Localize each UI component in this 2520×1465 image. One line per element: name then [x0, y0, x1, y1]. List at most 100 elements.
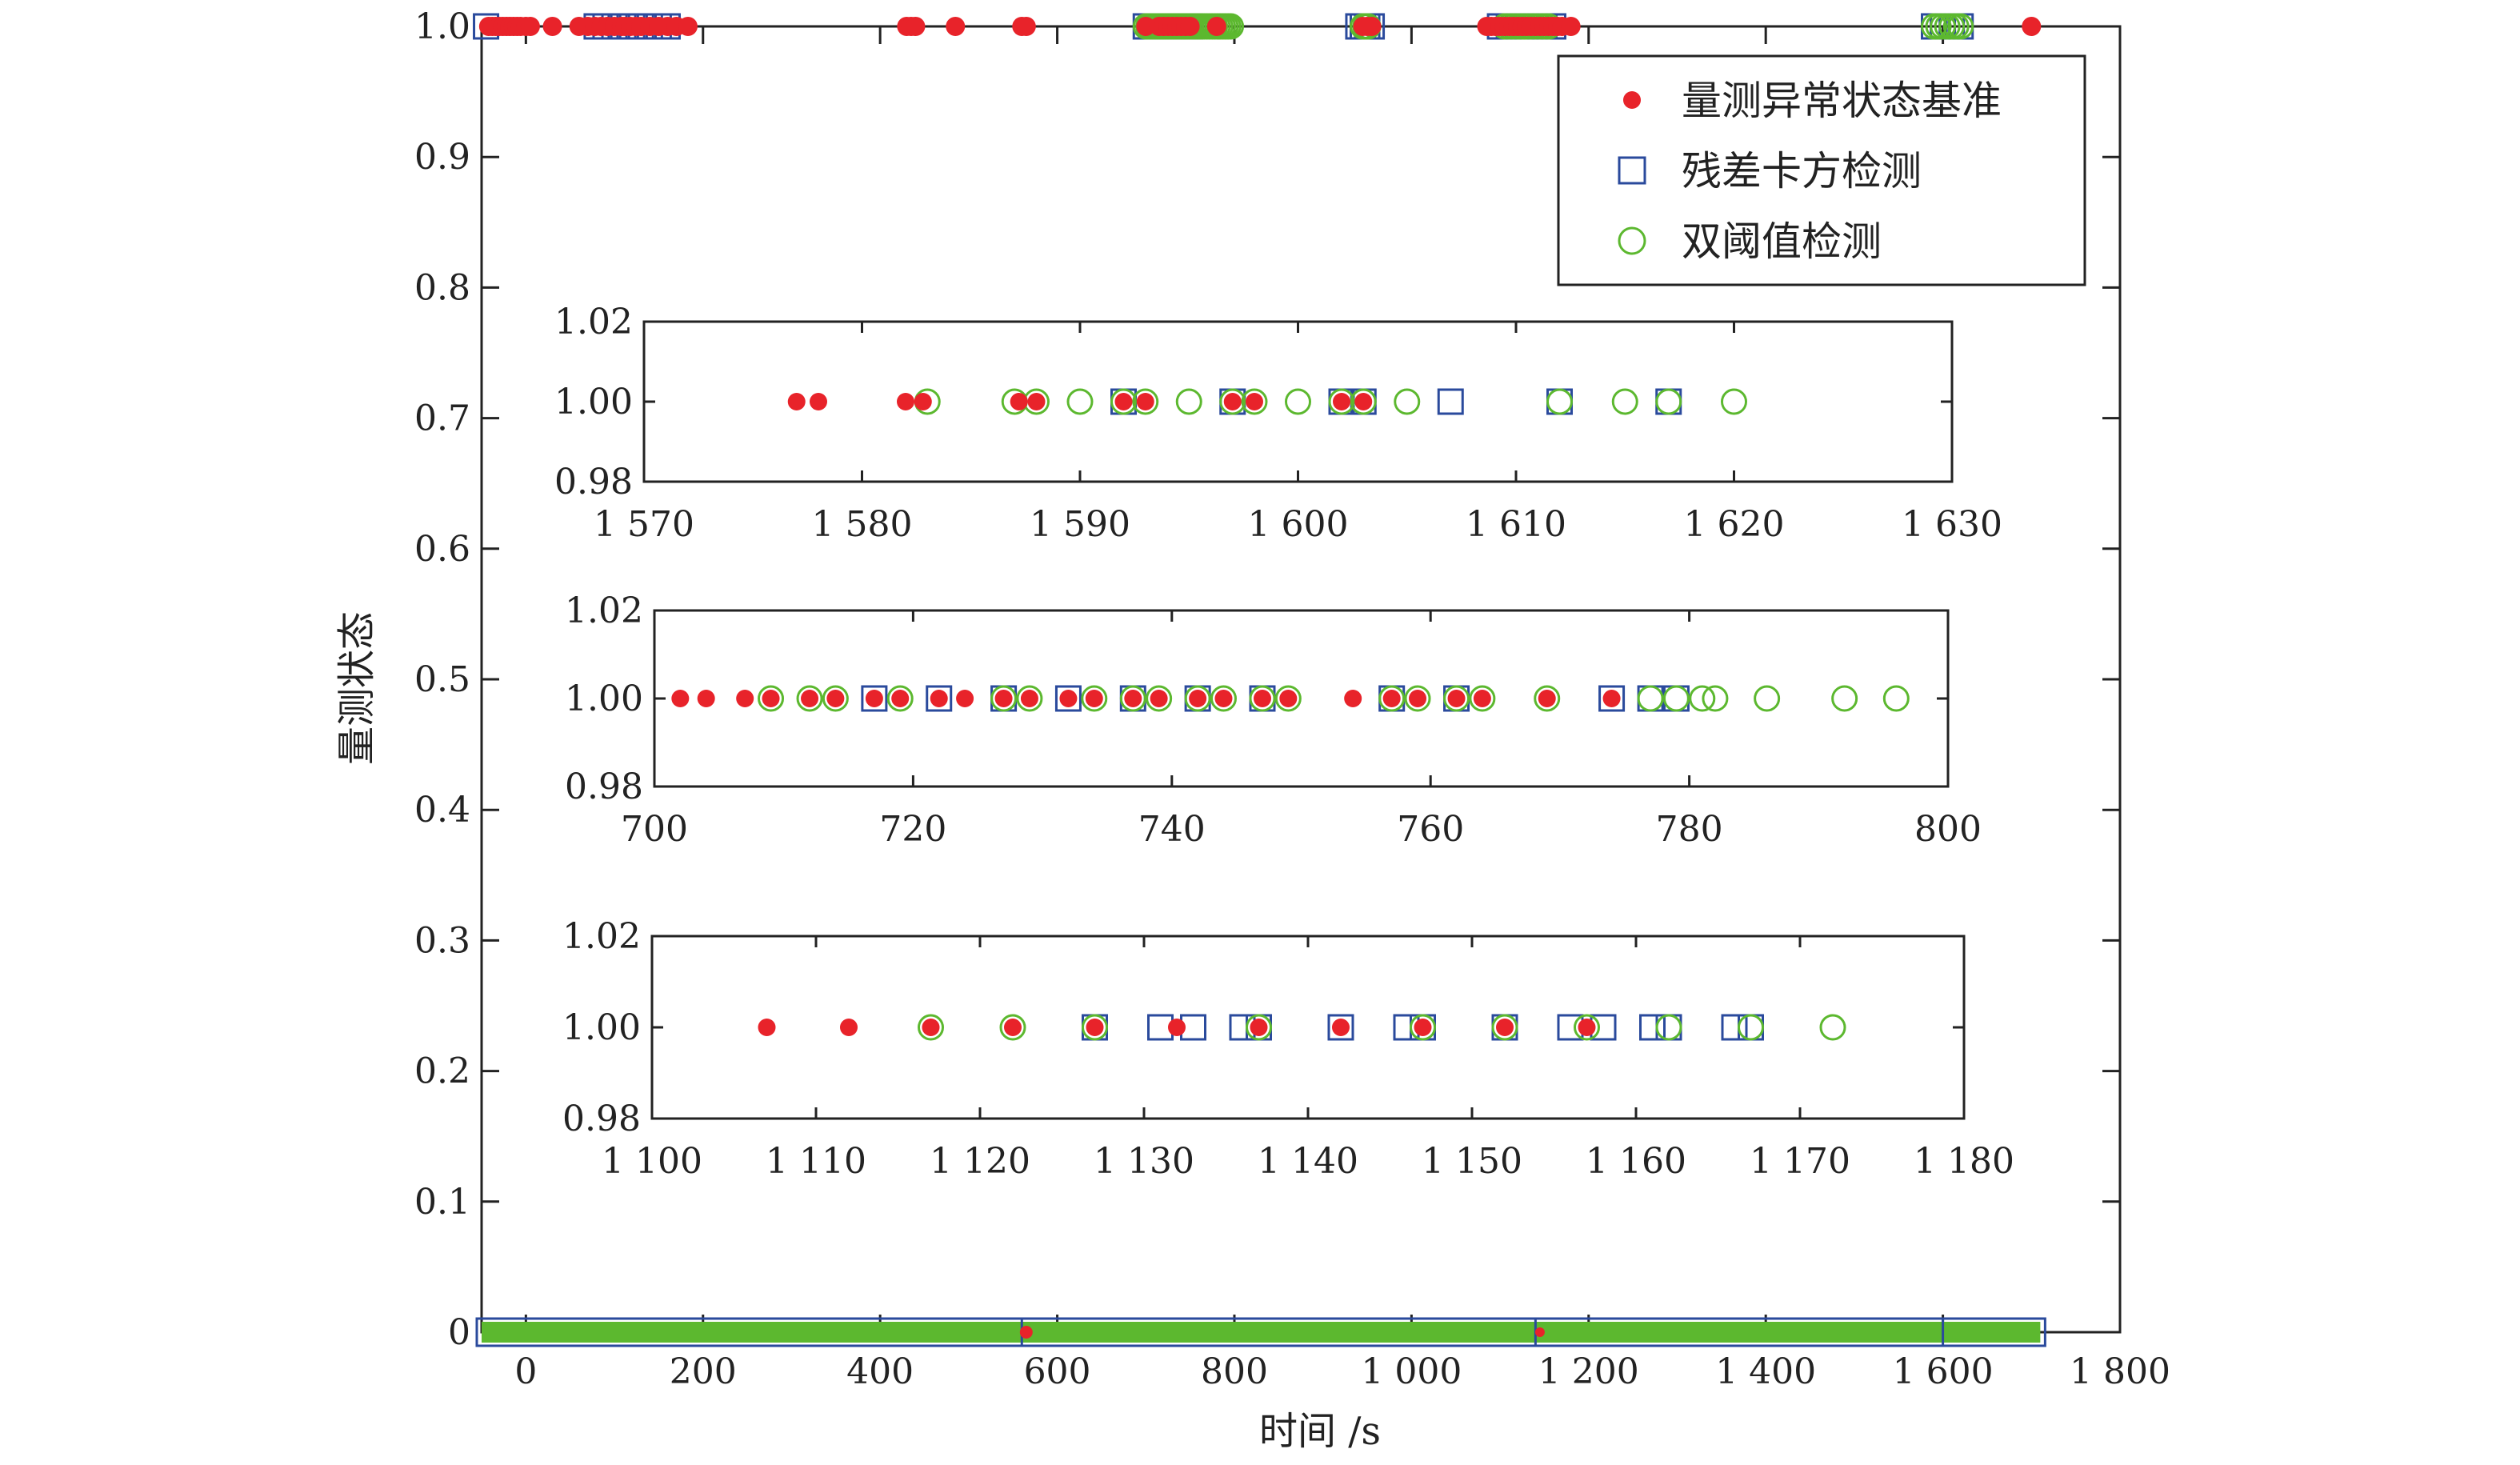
inset-middle-dual-threshold-point	[1081, 685, 1108, 712]
inset-top-dual-threshold-point	[1110, 388, 1137, 415]
inset-middle-baseline-point	[956, 690, 974, 707]
inset-top-baseline-point	[787, 393, 806, 410]
inset-middle-dual-threshold-point	[990, 685, 1018, 712]
main-xtick-label: 600	[1024, 1351, 1091, 1392]
inset-middle-xtick-label: 760	[1397, 809, 1464, 850]
inset-middle-ytick-label: 0.98	[565, 767, 643, 807]
main-ytick-label: 0.3	[414, 920, 470, 961]
inset-bottom-xtick-label: 1 110	[766, 1141, 866, 1182]
inset-bottom-xtick-label: 1 120	[930, 1141, 1030, 1182]
main-baseline-point	[1561, 17, 1581, 36]
inset-top-baseline-point	[897, 393, 914, 410]
inset-top-dual-threshold-point	[1611, 388, 1638, 415]
main-xtick-label: 1 400	[1715, 1351, 1816, 1392]
main-baseline-point	[1206, 17, 1226, 36]
main-dual-threshold-point	[1947, 13, 1974, 40]
inset-bottom-baseline-point	[1578, 1019, 1596, 1036]
main-ytick-label: 0.5	[414, 659, 470, 700]
main-baseline-point	[2022, 17, 2042, 36]
inset-middle-baseline-point	[1602, 690, 1621, 707]
legend-entry-dual-threshold: 双阈值检测	[1682, 218, 1882, 265]
inset-top-baseline-point	[1027, 393, 1046, 410]
inset-top-ytick-label: 0.98	[554, 462, 633, 502]
inset-bottom-ytick-label: 1.00	[562, 1007, 641, 1048]
inset-bottom-plot: 1 100 1 110 1 120 1 130 1 140 1 150 1 160 1 170…	[562, 916, 2014, 1182]
inset-middle-ytick-label: 1.02	[565, 590, 643, 631]
inset-bottom-xtick-label: 1 150	[1422, 1141, 1522, 1182]
main-xtick-label: 0	[514, 1351, 537, 1392]
x-axis-label: 时间 /s	[1259, 1409, 1381, 1454]
inset-middle-baseline-point	[1020, 690, 1038, 707]
inset-bottom-chi-square-point	[1721, 1014, 1748, 1041]
inset-middle-dual-threshold-point	[1534, 685, 1561, 712]
main-baseline-point	[906, 17, 926, 36]
main-baseline-point	[542, 17, 562, 36]
inset-top-baseline-point	[1223, 393, 1242, 410]
main-baseline-point	[1136, 17, 1156, 36]
main-ytick-label: 1.0	[414, 6, 470, 47]
inset-bottom-baseline-point	[1414, 1019, 1432, 1036]
inset-bottom-dual-threshold-point	[1082, 1014, 1108, 1041]
inset-bottom-ytick-label: 0.98	[562, 1099, 641, 1139]
main-xtick-label: 400	[846, 1351, 914, 1392]
inset-top-chi-square-point	[1437, 388, 1464, 415]
inset-top-baseline-point	[1333, 393, 1350, 410]
inset-middle-baseline-point	[865, 690, 883, 707]
inset-middle-chi-square-point	[861, 685, 888, 712]
main-baseline-point	[520, 17, 540, 36]
inset-middle-dual-threshold-point	[1016, 685, 1043, 712]
inset-top-dual-threshold-point	[1066, 388, 1094, 415]
inset-middle-baseline-point	[826, 690, 845, 707]
inset-middle-baseline-point	[671, 690, 690, 707]
inset-middle-xtick-label: 720	[879, 809, 946, 850]
inset-top-dual-threshold-point	[1241, 388, 1268, 415]
inset-middle-dual-threshold-point	[1274, 685, 1302, 712]
inset-bottom-dual-threshold-point	[918, 1014, 944, 1041]
inset-top-baseline-point	[914, 393, 932, 410]
inset-middle-baseline-point	[1473, 690, 1491, 707]
main-xtick-label: 1 800	[2070, 1351, 2170, 1392]
inset-bottom-dual-threshold-point	[1410, 1014, 1436, 1041]
inset-middle-xtick-label: 740	[1138, 809, 1206, 850]
legend-entry-chi-square: 残差卡方检测	[1682, 148, 1922, 194]
inset-top-xtick-label: 1 590	[1030, 504, 1130, 545]
main-xtick-label: 1 000	[1361, 1351, 1462, 1392]
inset-middle-dual-threshold-point	[1119, 685, 1146, 712]
inset-bottom-dual-threshold-point	[1655, 1014, 1682, 1041]
inset-middle-baseline-point	[994, 690, 1013, 707]
main-ytick-label: 0.4	[414, 790, 470, 831]
main-chi-square-band	[475, 1317, 2046, 1347]
inset-middle-dual-threshold-point	[1249, 685, 1276, 712]
inset-middle-chi-square-point	[1054, 685, 1082, 712]
inset-middle-chi-square-point	[1598, 685, 1626, 712]
inset-top-baseline-point	[1010, 393, 1028, 410]
inset-middle-dual-threshold-point	[1831, 685, 1858, 712]
inset-middle-baseline-point	[1279, 690, 1298, 707]
inset-top-xtick-label: 1 610	[1466, 504, 1566, 545]
inset-middle-plot: 700 720 740 760 780 800 0.98 1.00 1.02	[565, 590, 1982, 850]
inset-middle-baseline-point	[1085, 690, 1103, 707]
inset-top-baseline-point	[1246, 393, 1263, 410]
main-baseline-point	[946, 17, 966, 36]
inset-bottom-baseline-point	[1168, 1019, 1186, 1036]
inset-bottom-chi-square-point	[1327, 1014, 1354, 1041]
inset-top-baseline-point	[1114, 393, 1133, 410]
inset-top-dual-threshold-point	[1175, 388, 1202, 415]
inset-middle-baseline-point	[930, 690, 948, 707]
inset-bottom-dual-threshold-point	[1246, 1014, 1272, 1041]
inset-middle-dual-threshold-point	[1184, 685, 1211, 712]
inset-middle-baseline-point	[1150, 690, 1168, 707]
main-ytick-label: 0.2	[414, 1051, 470, 1092]
main-ytick-label: 0.9	[414, 137, 470, 178]
inset-middle-dual-threshold-point	[1146, 685, 1173, 712]
inset-top-dual-threshold-point	[1350, 388, 1377, 415]
main-baseline-band-point	[1534, 1327, 1545, 1337]
inset-top-dual-threshold-point	[1546, 388, 1573, 415]
inset-middle-baseline-point	[1447, 690, 1466, 707]
inset-middle-dual-threshold-point	[1378, 685, 1406, 712]
inset-bottom-dual-threshold-point	[1738, 1014, 1764, 1041]
main-ytick-label: 0.1	[414, 1182, 470, 1223]
inset-middle-chi-square-point	[926, 685, 953, 712]
